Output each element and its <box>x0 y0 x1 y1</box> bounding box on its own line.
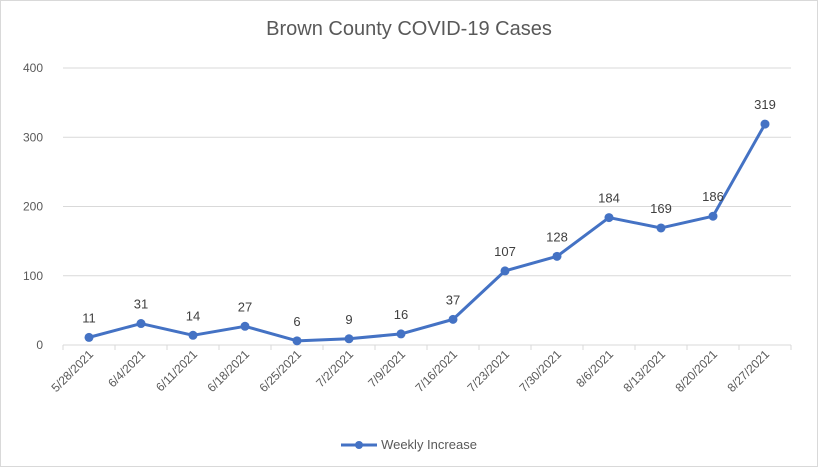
data-point <box>448 314 458 324</box>
y-tick-label: 400 <box>23 61 43 75</box>
data-point <box>84 332 94 342</box>
chart-title: Brown County COVID-19 Cases <box>266 18 552 40</box>
x-tick-label: 7/30/2021 <box>516 347 564 395</box>
data-point <box>136 319 146 329</box>
x-tick-label: 5/28/2021 <box>48 347 96 395</box>
x-tick-label: 6/18/2021 <box>204 347 252 395</box>
x-tick-label: 8/6/2021 <box>573 347 616 390</box>
legend-marker-icon <box>341 440 378 449</box>
x-tick-label: 7/9/2021 <box>365 347 408 390</box>
data-label: 319 <box>754 97 776 112</box>
x-tick-label: 8/13/2021 <box>620 347 668 395</box>
x-tick-label: 7/16/2021 <box>412 347 460 395</box>
data-point <box>552 251 562 261</box>
data-label: 31 <box>134 297 148 312</box>
data-label: 11 <box>82 310 96 325</box>
x-tick-label: 8/27/2021 <box>724 347 772 395</box>
data-label: 16 <box>394 307 408 322</box>
data-point <box>396 329 406 339</box>
series-line <box>87 122 767 343</box>
x-tick-label: 6/4/2021 <box>105 347 148 390</box>
y-tick-label: 0 <box>36 338 43 352</box>
x-tick-label: 7/2/2021 <box>313 347 356 390</box>
data-label: 186 <box>702 189 724 204</box>
data-point <box>604 213 614 223</box>
y-tick-label: 100 <box>23 269 43 283</box>
x-tick-label: 8/20/2021 <box>672 347 720 395</box>
data-label: 37 <box>446 292 460 307</box>
legend: Weekly Increase <box>1 437 817 452</box>
data-label: 27 <box>238 299 252 314</box>
data-point <box>188 330 198 340</box>
data-point <box>708 211 718 221</box>
x-tick-label: 7/23/2021 <box>464 347 512 395</box>
legend-label: Weekly Increase <box>381 437 477 452</box>
data-point <box>292 336 302 346</box>
data-label: 14 <box>186 308 200 323</box>
data-label: 184 <box>598 191 620 206</box>
data-label: 169 <box>650 201 672 216</box>
data-point <box>760 119 770 129</box>
data-label: 107 <box>494 244 516 259</box>
data-label: 6 <box>293 314 300 329</box>
data-label: 9 <box>345 312 352 327</box>
data-point <box>656 223 666 233</box>
data-label: 128 <box>546 229 568 244</box>
y-tick-label: 200 <box>23 200 43 214</box>
y-tick-label: 300 <box>23 130 43 144</box>
data-point <box>500 266 510 276</box>
data-point <box>344 334 354 344</box>
data-point <box>240 321 250 331</box>
x-tick-label: 6/11/2021 <box>153 347 200 394</box>
x-tick-label: 6/25/2021 <box>256 347 304 395</box>
